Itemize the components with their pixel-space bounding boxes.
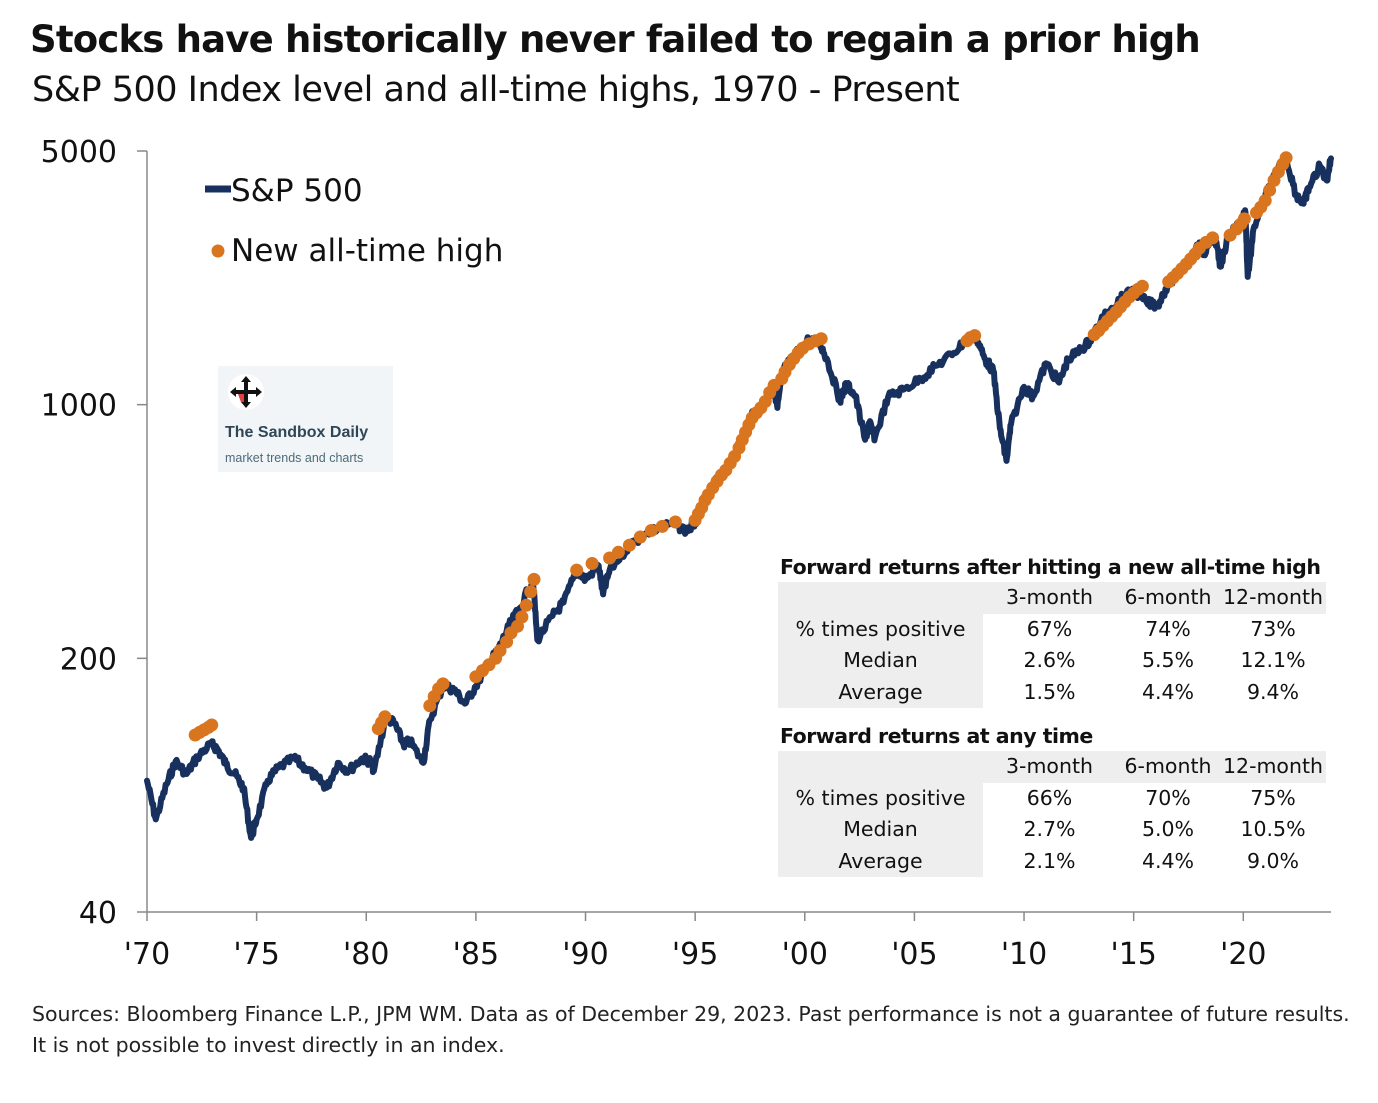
sandbox-daily-watermark: The Sandbox Daily market trends and char… [218, 366, 393, 472]
all-time-high-point [436, 677, 450, 691]
move-arrows-icon [228, 374, 264, 410]
all-time-high-point [1279, 151, 1293, 165]
table-row-label: Median [778, 645, 983, 677]
table-cell: 75% [1220, 782, 1326, 814]
table-cell: 73% [1220, 613, 1326, 645]
table-header-cell: 3-month [983, 582, 1116, 614]
table-header-cell: 3-month [983, 751, 1116, 783]
all-time-high-point [585, 557, 599, 570]
table-header-cell: 6-month [1116, 582, 1220, 614]
table-cell: 74% [1116, 613, 1220, 645]
table-header-cell: 12-month [1220, 751, 1326, 783]
table-title: Forward returns at any time [780, 724, 1093, 748]
all-time-high-point [524, 585, 538, 599]
all-time-high-point [655, 519, 669, 533]
legend-marker-swatch [211, 244, 225, 258]
x-tick-label: '95 [672, 937, 718, 972]
all-time-high-point [622, 538, 636, 552]
x-tick-label: '10 [1001, 937, 1047, 972]
returns-table-any-time: Forward returns at any time 3-month 6-mo… [778, 724, 1326, 877]
table-row-label: Average [778, 845, 983, 877]
table-title: Forward returns after hitting a new all-… [780, 555, 1321, 579]
all-time-high-point [1206, 231, 1220, 245]
x-tick-label: '90 [562, 937, 608, 972]
legend-label-sp500: S&P 500 [231, 173, 363, 209]
table-row-label: Median [778, 814, 983, 846]
all-time-high-markers [188, 151, 1293, 742]
all-time-high-point [611, 545, 625, 559]
chart-subtitle: S&P 500 Index level and all-time highs, … [32, 70, 960, 110]
watermark-tagline: market trends and charts [225, 451, 364, 465]
all-time-high-point [515, 610, 529, 624]
all-time-high-point [814, 332, 828, 346]
table-row-label: Average [778, 676, 983, 708]
table-cell: 10.5% [1220, 814, 1326, 846]
table-header-cell: 6-month [1116, 751, 1220, 783]
table-cell: 5.5% [1116, 645, 1220, 677]
all-time-high-point [644, 524, 658, 537]
table-cell: 9.4% [1220, 676, 1326, 708]
x-tick-label: '85 [453, 937, 499, 972]
all-time-high-point [570, 563, 584, 577]
legend-label-all-time-high: New all-time high [231, 233, 503, 269]
table-grid: 3-month 6-month 12-month % times positiv… [778, 751, 1326, 877]
all-time-high-point [633, 530, 647, 544]
all-time-high-point [527, 572, 541, 586]
y-tick-label: 1000 [41, 389, 117, 424]
table-grid: 3-month 6-month 12-month % times positiv… [778, 582, 1326, 708]
all-time-high-point [205, 718, 219, 732]
table-cell: 1.5% [983, 676, 1116, 708]
table-cell: 66% [983, 782, 1116, 814]
table-cell: 4.4% [1116, 676, 1220, 708]
table-row-label: % times positive [778, 613, 983, 645]
y-tick-label: 200 [60, 642, 117, 677]
x-tick-label: '75 [233, 937, 279, 972]
source-footnote: Sources: Bloomberg Finance L.P., JPM WM.… [32, 1002, 1350, 1057]
all-time-high-point [1263, 183, 1277, 197]
all-time-high-point [1135, 279, 1149, 293]
table-cell: 12.1% [1220, 645, 1326, 677]
all-time-high-point [1237, 212, 1251, 226]
x-tick-label: '15 [1110, 937, 1156, 972]
table-header-cell [778, 751, 983, 783]
returns-table-ath: Forward returns after hitting a new all-… [778, 555, 1326, 708]
x-tick-label: '00 [782, 937, 828, 972]
table-header-cell: 12-month [1220, 582, 1326, 614]
watermark-title: The Sandbox Daily [225, 424, 369, 441]
x-tick-label: '70 [124, 937, 170, 972]
table-cell: 4.4% [1116, 845, 1220, 877]
all-time-high-point [378, 710, 392, 724]
table-cell: 5.0% [1116, 814, 1220, 846]
x-tick-label: '05 [891, 937, 937, 972]
y-tick-label: 40 [79, 896, 117, 931]
table-cell: 2.1% [983, 845, 1116, 877]
table-cell: 2.7% [983, 814, 1116, 846]
all-time-high-point [968, 329, 982, 343]
table-cell: 9.0% [1220, 845, 1326, 877]
all-time-high-point [1258, 194, 1272, 208]
table-cell: 70% [1116, 782, 1220, 814]
chart-axes: 40 200 1000 5000 '70 '75 '80 '85 '90 '95 '00 '05 '10… [41, 135, 1331, 972]
x-tick-label: '80 [343, 937, 389, 972]
table-header-cell [778, 582, 983, 614]
x-tick-label: '20 [1220, 937, 1266, 972]
all-time-high-point [519, 598, 533, 612]
table-row-label: % times positive [778, 782, 983, 814]
table-cell: 67% [983, 613, 1116, 645]
y-tick-label: 5000 [41, 135, 117, 170]
chart-title: Stocks have historically never failed to… [30, 18, 1201, 61]
chart-legend: S&P 500 New all-time high [205, 173, 503, 269]
table-cell: 2.6% [983, 645, 1116, 677]
all-time-high-point [668, 515, 682, 529]
